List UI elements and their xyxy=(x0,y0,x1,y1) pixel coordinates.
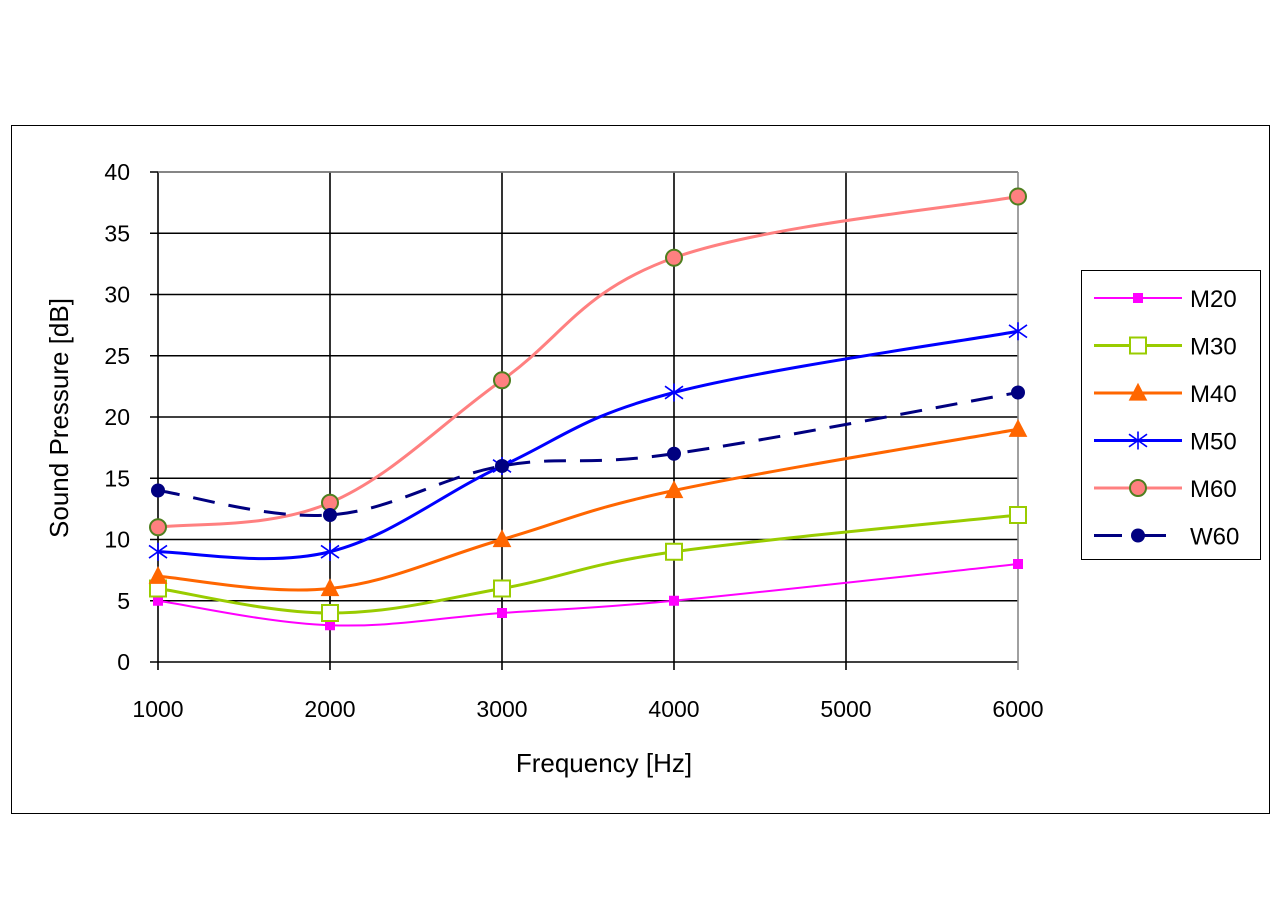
chart-frame xyxy=(11,125,1270,814)
legend-item-m50: M50 xyxy=(1094,429,1237,456)
x-tick-label: 5000 xyxy=(820,696,871,722)
y-tick-label: 20 xyxy=(104,404,130,430)
y-tick-label: 30 xyxy=(104,282,130,308)
legend-item-w60: W60 xyxy=(1094,524,1239,551)
y-axis-label: Sound Pressure [dB] xyxy=(44,298,74,538)
x-tick-label: 1000 xyxy=(132,696,183,722)
legend-label: M40 xyxy=(1190,381,1237,408)
series-m20 xyxy=(153,559,1023,631)
y-tick-label: 10 xyxy=(104,527,130,553)
y-tick-label: 15 xyxy=(104,465,130,491)
legend-label: W60 xyxy=(1190,524,1239,551)
y-tick-label: 40 xyxy=(104,159,130,185)
y-tick-label: 25 xyxy=(104,343,130,369)
grid-lines xyxy=(150,171,1019,670)
series-m50 xyxy=(148,322,1028,561)
legend-item-m60: M60 xyxy=(1094,476,1237,503)
y-tick-label: 35 xyxy=(104,220,130,246)
legend-label: M30 xyxy=(1190,334,1237,361)
x-axis-label: Frequency [Hz] xyxy=(516,748,692,778)
legend-label: M60 xyxy=(1190,476,1237,503)
legend-item-m30: M30 xyxy=(1094,334,1237,361)
y-tick-label: 5 xyxy=(117,588,130,614)
y-axis-ticks: 0 5 10 15 20 25 30 35 40 xyxy=(104,159,130,675)
x-tick-label: 3000 xyxy=(476,696,527,722)
x-axis-ticks: 1000 2000 3000 4000 5000 6000 xyxy=(132,696,1043,722)
series-m30 xyxy=(149,506,1027,622)
legend-entries: M20 M30 M40 M50 M60 W60 xyxy=(1094,286,1239,551)
series-m60 xyxy=(149,187,1027,537)
y-tick-label: 0 xyxy=(117,649,130,675)
series-m40 xyxy=(148,419,1028,597)
series-w60 xyxy=(151,385,1025,522)
x-tick-label: 6000 xyxy=(992,696,1043,722)
legend-label: M20 xyxy=(1190,286,1237,313)
data-series xyxy=(148,187,1028,631)
x-tick-label: 2000 xyxy=(304,696,355,722)
legend-label: M50 xyxy=(1190,429,1237,456)
legend-item-m20: M20 xyxy=(1094,286,1237,313)
legend-item-m40: M40 xyxy=(1094,381,1237,408)
chart-legend: M20 M30 M40 M50 M60 W60 xyxy=(1081,270,1261,560)
x-tick-label: 4000 xyxy=(648,696,699,722)
